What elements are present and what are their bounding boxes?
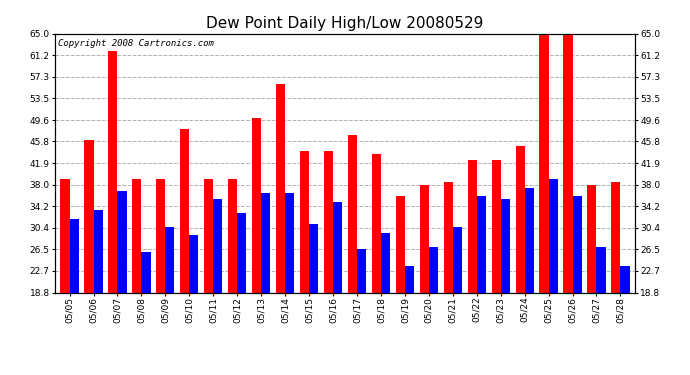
Bar (420, 185, 428, 292)
Bar (596, 247, 606, 292)
Bar (333, 202, 342, 292)
Bar (453, 227, 462, 292)
Bar (396, 196, 405, 292)
Bar (405, 266, 414, 292)
Bar (564, 34, 573, 292)
Bar (204, 179, 213, 292)
Bar (324, 152, 333, 292)
Title: Dew Point Daily High/Low 20080529: Dew Point Daily High/Low 20080529 (206, 16, 484, 31)
Bar (117, 190, 126, 292)
Bar (357, 249, 366, 292)
Bar (180, 129, 189, 292)
Bar (237, 213, 246, 292)
Bar (444, 182, 453, 292)
Bar (300, 152, 309, 292)
Bar (94, 210, 103, 292)
Bar (189, 236, 199, 292)
Bar (228, 179, 237, 292)
Bar (620, 266, 629, 292)
Bar (141, 252, 150, 292)
Bar (348, 135, 357, 292)
Text: Copyright 2008 Cartronics.com: Copyright 2008 Cartronics.com (58, 39, 214, 48)
Bar (132, 179, 141, 292)
Bar (372, 154, 381, 292)
Bar (573, 196, 582, 292)
Bar (70, 219, 79, 292)
Bar (84, 140, 94, 292)
Bar (524, 188, 534, 292)
Bar (61, 179, 70, 292)
Bar (381, 232, 390, 292)
Bar (491, 160, 501, 292)
Bar (156, 179, 166, 292)
Bar (428, 247, 438, 292)
Bar (108, 51, 117, 292)
Bar (285, 194, 294, 292)
Bar (549, 179, 558, 292)
Bar (252, 118, 262, 292)
Bar (515, 146, 524, 292)
Bar (611, 182, 620, 292)
Bar (166, 227, 175, 292)
Bar (477, 196, 486, 292)
Bar (276, 84, 285, 292)
Bar (468, 160, 477, 292)
Bar (501, 199, 510, 292)
Bar (540, 34, 549, 292)
Bar (587, 185, 596, 292)
Bar (213, 199, 222, 292)
Bar (262, 194, 270, 292)
Bar (309, 224, 318, 292)
